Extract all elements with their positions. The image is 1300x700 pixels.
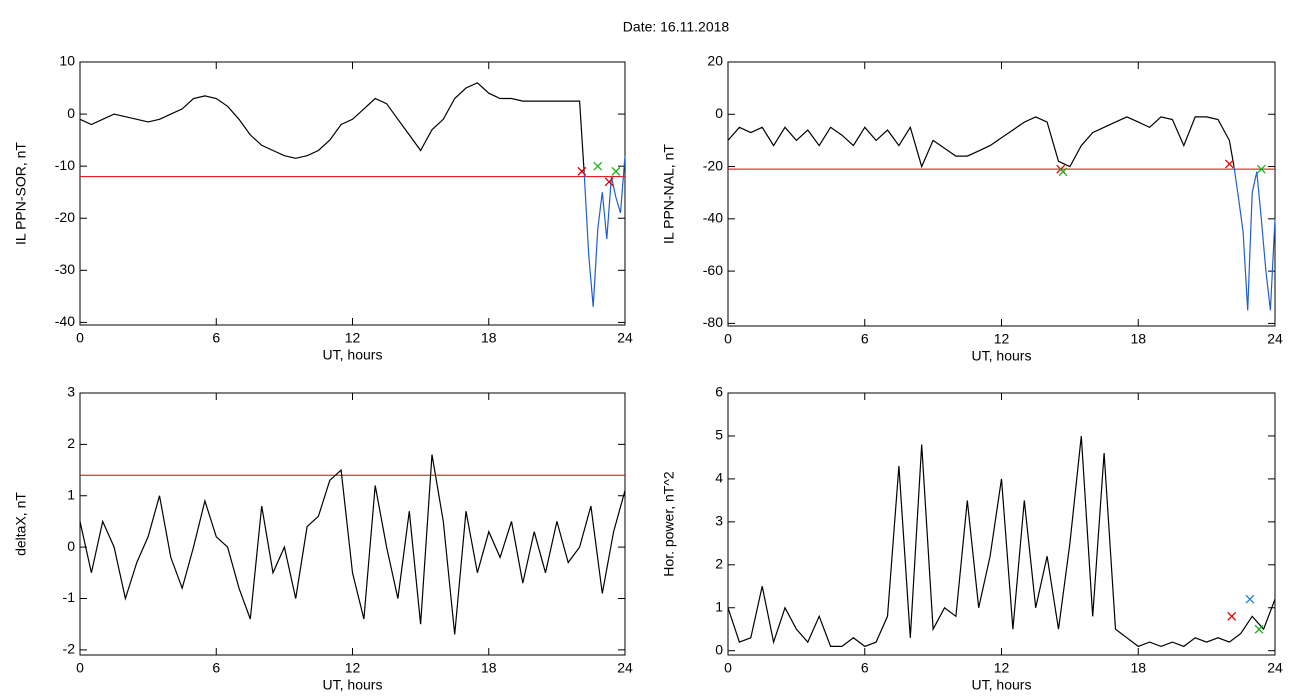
y-tick-label: 0	[715, 105, 723, 121]
y-tick-label: -1	[63, 589, 76, 605]
y-tick-label: 1	[67, 486, 75, 502]
figure-title: Date: 16.11.2018	[623, 19, 730, 35]
y-tick-label: 1	[715, 598, 723, 614]
x-tick-label: 12	[994, 331, 1010, 347]
data-line	[79, 82, 585, 172]
y-tick-label: 20	[707, 53, 723, 69]
x-tick-label: 0	[724, 660, 732, 676]
y-tick-label: -60	[703, 262, 723, 278]
x-axis-label: UT, hours	[972, 677, 1032, 693]
data-line	[1233, 166, 1276, 311]
event-marker	[1254, 624, 1264, 634]
plot-frame	[727, 61, 1276, 327]
x-tick-label: 12	[345, 330, 361, 346]
x-tick-label: 24	[617, 330, 633, 346]
y-tick-label: 0	[67, 538, 75, 554]
plot-frame	[727, 392, 1276, 656]
event-marker	[577, 166, 587, 176]
y-tick-label: 10	[59, 53, 75, 69]
y-tick-label: 3	[715, 513, 723, 529]
x-tick-label: 6	[861, 660, 869, 676]
event-marker	[1058, 167, 1068, 177]
x-tick-label: 18	[481, 660, 497, 676]
y-tick-label: 4	[715, 470, 723, 486]
data-line	[727, 435, 1276, 648]
y-tick-label: 0	[67, 105, 75, 121]
event-marker	[604, 177, 614, 187]
x-tick-label: 12	[345, 660, 361, 676]
data-line	[727, 116, 1235, 169]
x-axis-label: UT, hours	[972, 348, 1032, 364]
data-line	[79, 454, 626, 635]
y-tick-label: -80	[703, 314, 723, 330]
x-tick-label: 6	[212, 660, 220, 676]
y-tick-label: -30	[55, 261, 75, 277]
x-tick-label: 18	[1130, 331, 1146, 347]
y-tick-label: 6	[715, 384, 723, 400]
event-marker	[1245, 594, 1255, 604]
event-marker	[1224, 159, 1234, 169]
x-tick-label: 24	[1267, 660, 1283, 676]
x-tick-label: 24	[617, 660, 633, 676]
y-tick-label: -10	[55, 157, 75, 173]
x-tick-label: 0	[724, 331, 732, 347]
y-tick-label: -40	[55, 313, 75, 329]
y-tick-label: 5	[715, 427, 723, 443]
x-tick-label: 24	[1267, 331, 1283, 347]
y-tick-label: 2	[67, 435, 75, 451]
y-tick-label: 3	[67, 384, 75, 400]
x-tick-label: 6	[212, 330, 220, 346]
x-tick-label: 18	[1130, 660, 1146, 676]
x-tick-label: 18	[481, 330, 497, 346]
x-axis-label: UT, hours	[323, 347, 383, 363]
y-axis-label: deltaX, nT	[13, 492, 29, 556]
y-tick-label: -2	[63, 641, 76, 657]
x-tick-label: 0	[76, 660, 84, 676]
y-tick-label: 0	[715, 641, 723, 657]
y-tick-label: 2	[715, 556, 723, 572]
y-axis-label: IL PPN-SOR, nT	[13, 142, 29, 245]
x-axis-label: UT, hours	[323, 677, 383, 693]
y-axis-label: IL PPN-NAL, nT	[661, 144, 677, 244]
data-line	[583, 155, 626, 307]
x-tick-label: 6	[861, 331, 869, 347]
event-marker	[1256, 164, 1266, 174]
y-tick-label: -40	[703, 210, 723, 226]
plot-frame	[79, 392, 626, 656]
y-tick-label: -20	[703, 157, 723, 173]
y-tick-label: -20	[55, 209, 75, 225]
x-tick-label: 0	[76, 330, 84, 346]
x-tick-label: 12	[994, 660, 1010, 676]
event-marker	[593, 161, 603, 171]
y-axis-label: Hor. power, nT^2	[661, 471, 677, 577]
event-marker	[611, 166, 621, 176]
event-marker	[1227, 611, 1237, 621]
